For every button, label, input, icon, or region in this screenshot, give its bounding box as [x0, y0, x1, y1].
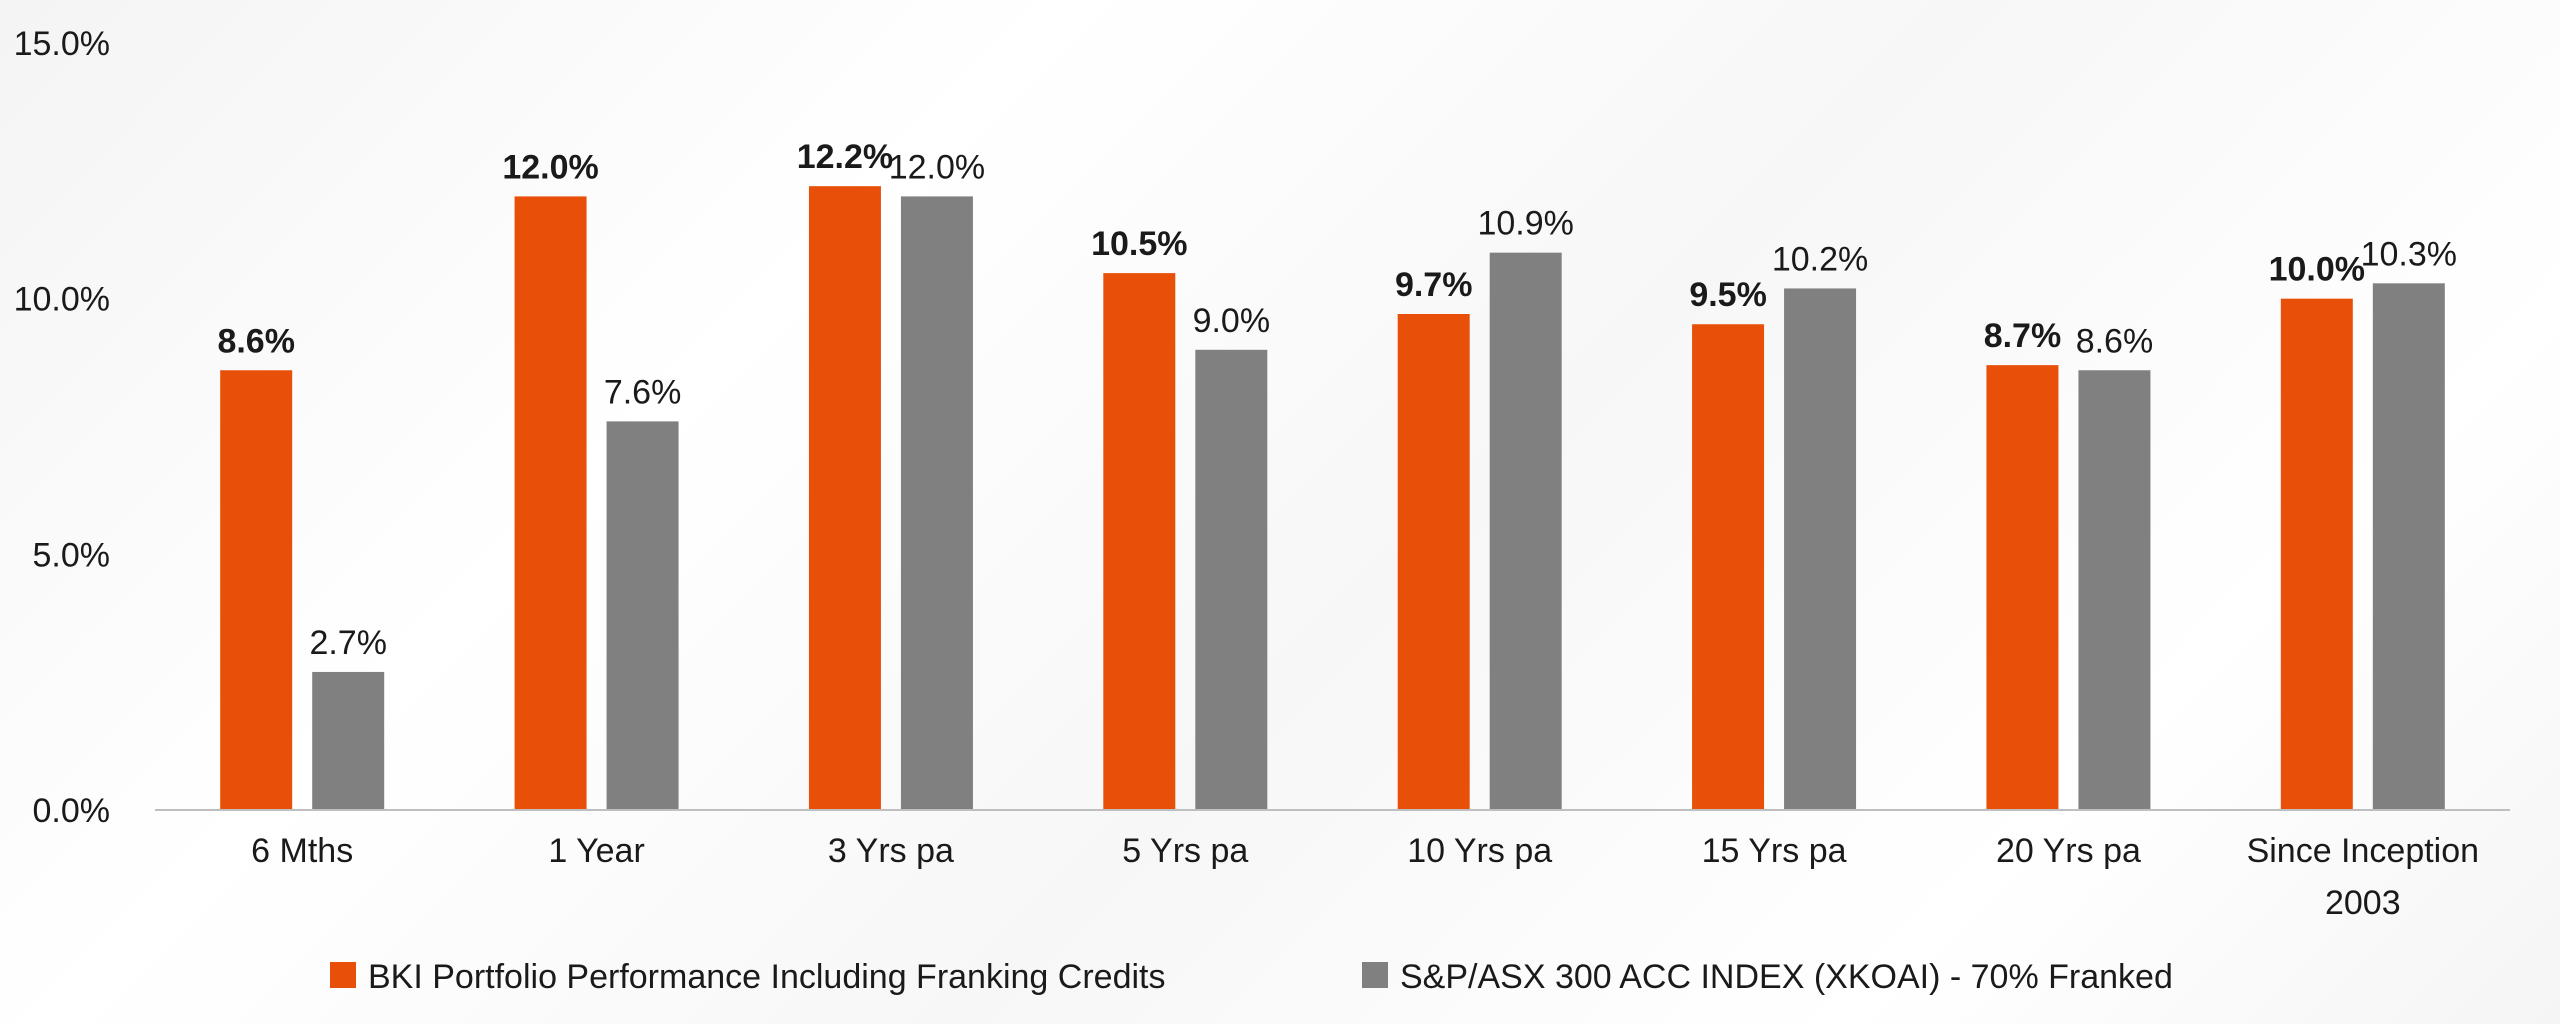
- value-labels: 8.6%2.7%12.0%7.6%12.2%12.0%10.5%9.0%9.7%…: [217, 138, 2457, 662]
- x-axis: 6 Mths 1 Year 3 Yrs pa 5 Yrs pa 10 Yrs pa 15 …: [155, 809, 2510, 922]
- bar-series-1: [1397, 314, 1470, 810]
- y-tick-label: 0.0%: [33, 792, 111, 830]
- bar-series-1: [220, 370, 293, 810]
- data-label: 9.0%: [1193, 302, 1271, 340]
- x-tick-label: 1 Year: [548, 832, 644, 870]
- data-label: 12.0%: [502, 148, 598, 186]
- bar-series-1: [1692, 324, 1765, 810]
- legend-label: BKI Portfolio Performance Including Fran…: [368, 958, 1165, 996]
- data-label: 12.0%: [889, 148, 985, 186]
- legend: BKI Portfolio Performance Including Fran…: [330, 958, 2173, 996]
- data-label: 10.9%: [1477, 205, 1573, 243]
- data-label: 10.2%: [1772, 240, 1868, 278]
- legend-swatch: [1362, 962, 1388, 988]
- x-tick-label: 2003: [2325, 884, 2401, 922]
- data-label: 9.7%: [1395, 266, 1473, 304]
- data-label: 8.7%: [1984, 317, 2062, 355]
- data-label: 2.7%: [309, 624, 387, 662]
- bar-series-2: [2078, 370, 2151, 810]
- y-tick-label: 10.0%: [14, 281, 110, 319]
- x-tick-label: 6 Mths: [251, 832, 353, 870]
- x-tick-label: 5 Yrs pa: [1122, 832, 1248, 870]
- bar-series-1: [1986, 365, 2059, 810]
- y-axis: 0.0% 5.0% 10.0% 15.0%: [14, 25, 110, 830]
- data-label: 10.3%: [2361, 235, 2457, 273]
- x-tick-label: 20 Yrs pa: [1996, 832, 2141, 870]
- bar-series-2: [2372, 283, 2445, 810]
- bars: [220, 186, 2445, 811]
- bar-series-2: [1489, 252, 1562, 810]
- x-tick-label: 3 Yrs pa: [828, 832, 954, 870]
- y-tick-label: 15.0%: [14, 25, 110, 63]
- bar-series-1: [2280, 298, 2353, 810]
- bar-series-1: [514, 196, 587, 810]
- bar-series-2: [606, 421, 679, 810]
- data-label: 7.6%: [604, 373, 682, 411]
- data-label: 10.5%: [1091, 225, 1187, 263]
- bar-series-2: [900, 196, 973, 810]
- data-label: 8.6%: [217, 322, 295, 360]
- bar-series-2: [312, 671, 385, 810]
- x-tick-label: 10 Yrs pa: [1407, 832, 1552, 870]
- bar-series-2: [1195, 349, 1268, 810]
- y-tick-label: 5.0%: [33, 536, 111, 574]
- legend-label: S&P/ASX 300 ACC INDEX (XKOAI) - 70% Fran…: [1400, 958, 2173, 996]
- x-tick-label: 15 Yrs pa: [1702, 832, 1847, 870]
- data-label: 10.0%: [2269, 251, 2365, 289]
- data-label: 9.5%: [1689, 276, 1767, 314]
- legend-swatch: [330, 962, 356, 988]
- x-tick-label: Since Inception: [2247, 832, 2480, 870]
- bar-series-1: [808, 186, 881, 810]
- bar-series-1: [1103, 273, 1176, 811]
- bar-series-2: [1784, 288, 1857, 810]
- data-label: 8.6%: [2076, 322, 2154, 360]
- data-label: 12.2%: [797, 138, 893, 176]
